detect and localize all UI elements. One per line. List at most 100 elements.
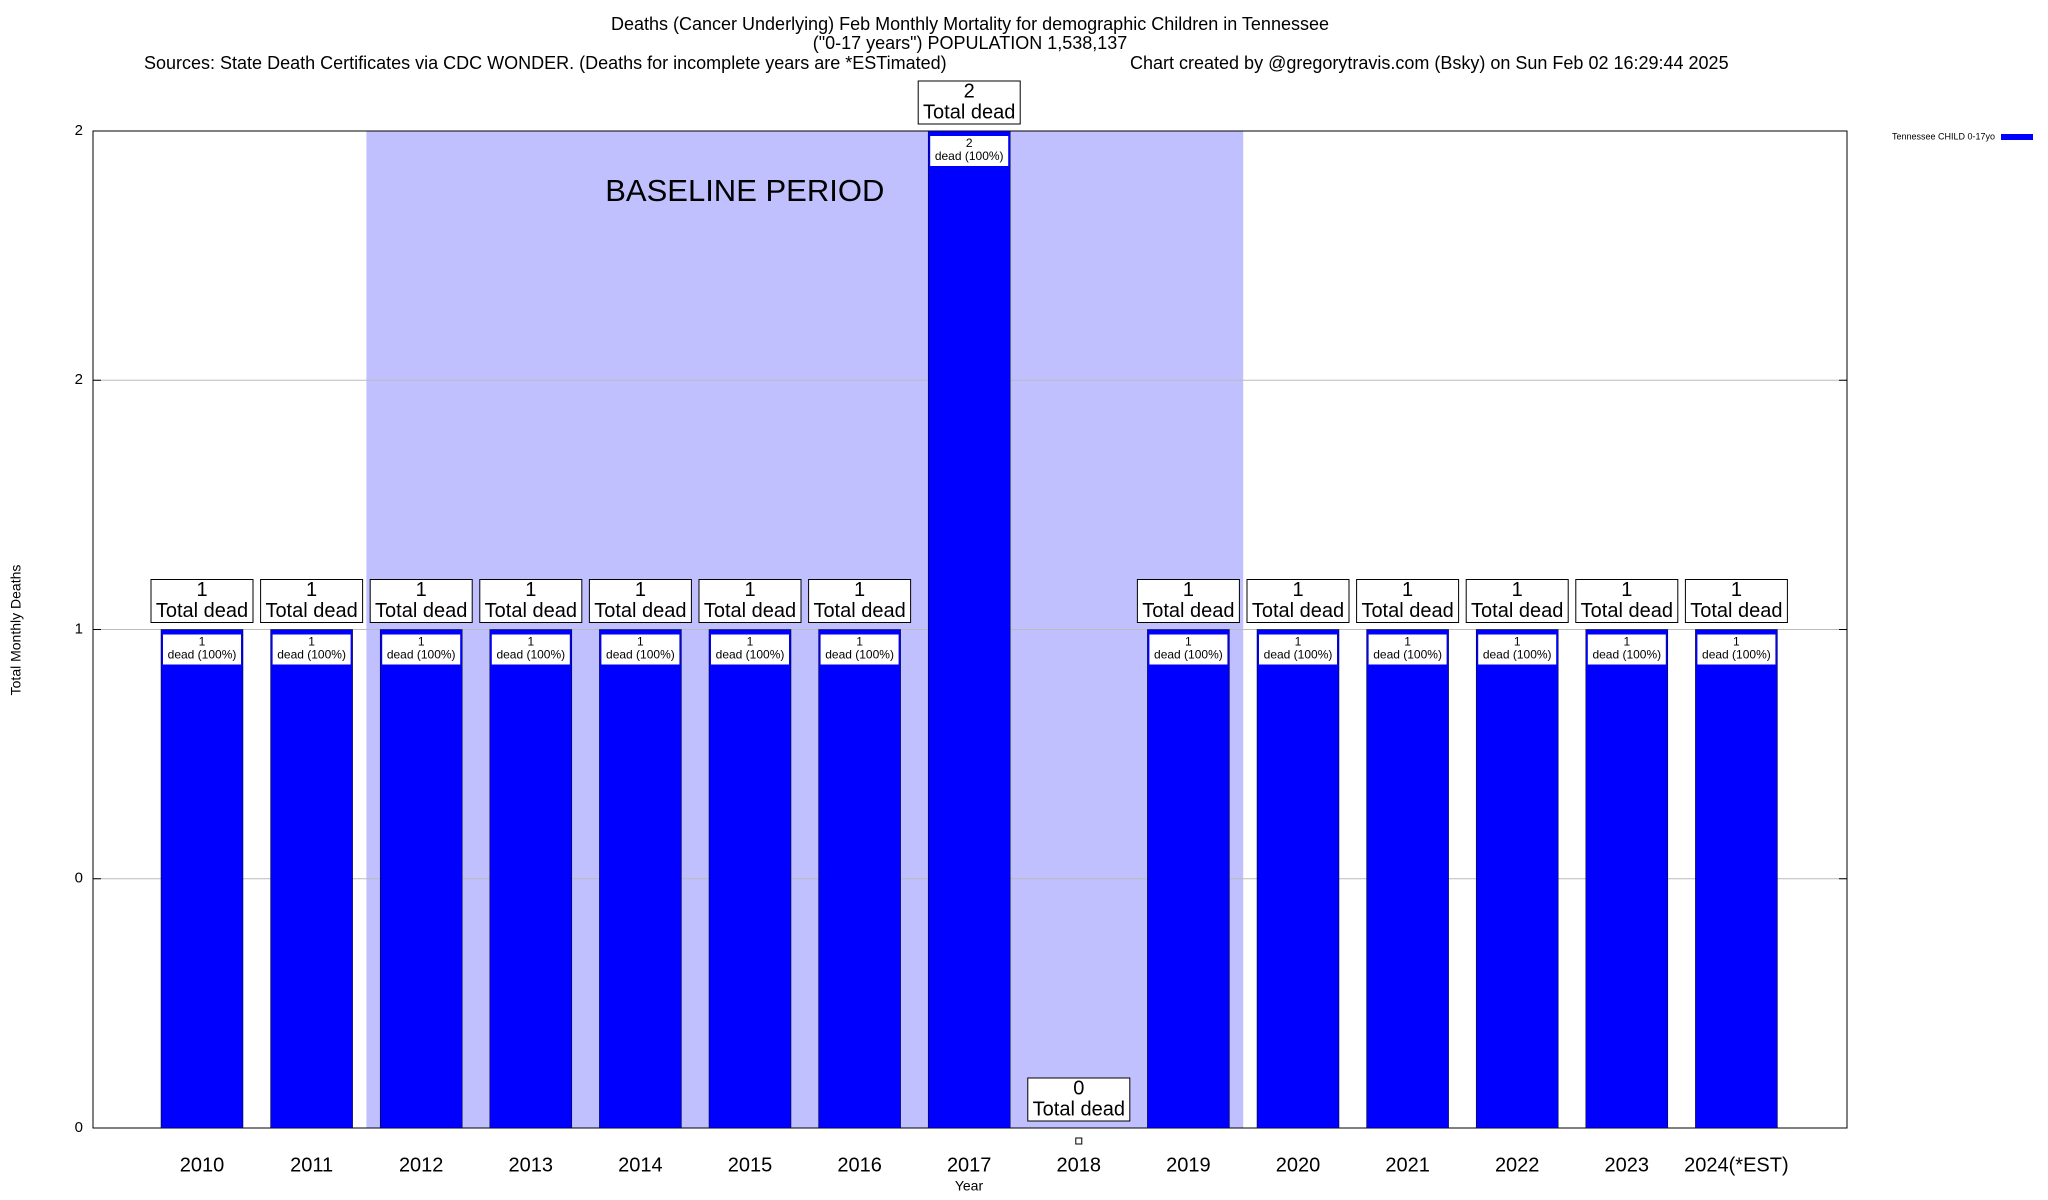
- segment-text: dead (100%): [1154, 648, 1223, 662]
- y-tick-label: 2: [75, 371, 83, 388]
- bar: [1256, 629, 1340, 1129]
- segment-box: [930, 136, 1009, 166]
- segment-box: [163, 634, 241, 665]
- segment-value: 1: [199, 635, 206, 649]
- total-value: 1: [635, 579, 646, 601]
- segment-box: [1149, 634, 1228, 665]
- total-box: [588, 579, 692, 623]
- segment-box: [711, 634, 789, 665]
- x-tick-label: 2011: [290, 1154, 333, 1176]
- bar: [379, 629, 463, 1129]
- total-box: [1356, 579, 1460, 623]
- segment-value: 1: [1295, 635, 1302, 649]
- x-tick-label: 2016: [837, 1154, 882, 1176]
- total-text: Total dead: [1252, 600, 1344, 622]
- total-value: 1: [525, 579, 536, 601]
- total-value: 2: [964, 80, 975, 102]
- segment-text: dead (100%): [277, 648, 346, 662]
- total-value: 1: [1621, 579, 1632, 601]
- bar: [160, 629, 244, 1129]
- segment-text: dead (100%): [935, 149, 1004, 163]
- total-text: Total dead: [1142, 600, 1234, 622]
- y-axis-label: Total Monthly Deaths: [8, 565, 24, 696]
- segment-box: [382, 634, 461, 665]
- segment-text: dead (100%): [1702, 648, 1771, 662]
- total-value: 1: [306, 579, 317, 601]
- segment-value: 1: [308, 635, 315, 649]
- total-box: [1027, 1077, 1131, 1122]
- total-text: Total dead: [375, 600, 467, 622]
- x-tick-label: 2017: [947, 1154, 992, 1176]
- segment-text: dead (100%): [387, 648, 456, 662]
- x-tick-label: 2022: [1495, 1154, 1540, 1176]
- bar: [599, 629, 682, 1129]
- total-value: 0: [1073, 1077, 1084, 1099]
- x-tick-label: 2018: [1057, 1154, 1102, 1176]
- segment-text: dead (100%): [1264, 648, 1333, 662]
- legend-label: Tennessee CHILD 0-17yo: [1892, 131, 1995, 141]
- x-tick-label: 2013: [509, 1154, 554, 1176]
- segment-value: 1: [418, 635, 425, 649]
- y-tick-label: 0: [75, 1119, 83, 1136]
- total-box: [369, 579, 473, 623]
- segment-box: [1697, 634, 1776, 665]
- total-text: Total dead: [265, 600, 357, 622]
- segment-text: dead (100%): [1483, 648, 1552, 662]
- segment-value: 1: [527, 635, 534, 649]
- x-tick-label: 2024(*EST): [1684, 1154, 1789, 1176]
- y-tick-label: 2: [75, 122, 83, 139]
- segment-value: 1: [1514, 635, 1521, 649]
- x-tick-label: 2023: [1605, 1154, 1650, 1176]
- bar: [1585, 629, 1669, 1129]
- total-value: 1: [854, 579, 865, 601]
- total-box: [917, 80, 1021, 125]
- bar: [1475, 629, 1559, 1129]
- total-value: 1: [1731, 579, 1742, 601]
- segment-box: [491, 634, 570, 665]
- segment-box: [601, 634, 680, 665]
- segment-box: [1587, 634, 1666, 665]
- x-tick-label: 2015: [728, 1154, 773, 1176]
- total-text: Total dead: [923, 101, 1015, 123]
- total-box: [1246, 579, 1350, 623]
- baseline-label: BASELINE PERIOD: [605, 173, 884, 208]
- segment-box: [1478, 634, 1557, 665]
- y-tick-label: 1: [75, 620, 83, 637]
- legend-swatch: [2001, 134, 2033, 140]
- total-text: Total dead: [1471, 600, 1563, 622]
- total-text: Total dead: [156, 600, 248, 622]
- total-value: 1: [1402, 579, 1413, 601]
- x-tick-label: 2010: [180, 1154, 225, 1176]
- segment-text: dead (100%): [168, 648, 237, 662]
- segment-value: 1: [1185, 635, 1192, 649]
- total-text: Total dead: [485, 600, 577, 622]
- total-box: [150, 579, 254, 623]
- total-text: Total dead: [813, 600, 905, 622]
- segment-box: [272, 634, 351, 665]
- total-text: Total dead: [1690, 600, 1782, 622]
- segment-text: dead (100%): [606, 648, 675, 662]
- total-box: [698, 579, 802, 623]
- total-text: Total dead: [594, 600, 686, 622]
- x-tick-label: 2021: [1385, 1154, 1430, 1176]
- total-box: [260, 579, 364, 623]
- segment-box: [1368, 634, 1447, 665]
- x-tick-label: 2020: [1276, 1154, 1321, 1176]
- x-tick-label: 2012: [399, 1154, 444, 1176]
- total-box: [1136, 579, 1240, 623]
- segment-value: 1: [637, 635, 644, 649]
- total-box: [1575, 579, 1679, 623]
- x-tick-label: 2014: [618, 1154, 663, 1176]
- bar: [818, 629, 901, 1129]
- bar: [489, 629, 573, 1129]
- total-value: 1: [416, 579, 427, 601]
- sources: Sources: State Death Certificates via CD…: [144, 53, 947, 73]
- total-text: Total dead: [704, 600, 796, 622]
- total-text: Total dead: [1361, 600, 1453, 622]
- segment-text: dead (100%): [496, 648, 565, 662]
- segment-value: 1: [747, 635, 754, 649]
- segment-box: [1259, 634, 1337, 665]
- bar: [1366, 629, 1449, 1129]
- total-text: Total dead: [1033, 1098, 1125, 1120]
